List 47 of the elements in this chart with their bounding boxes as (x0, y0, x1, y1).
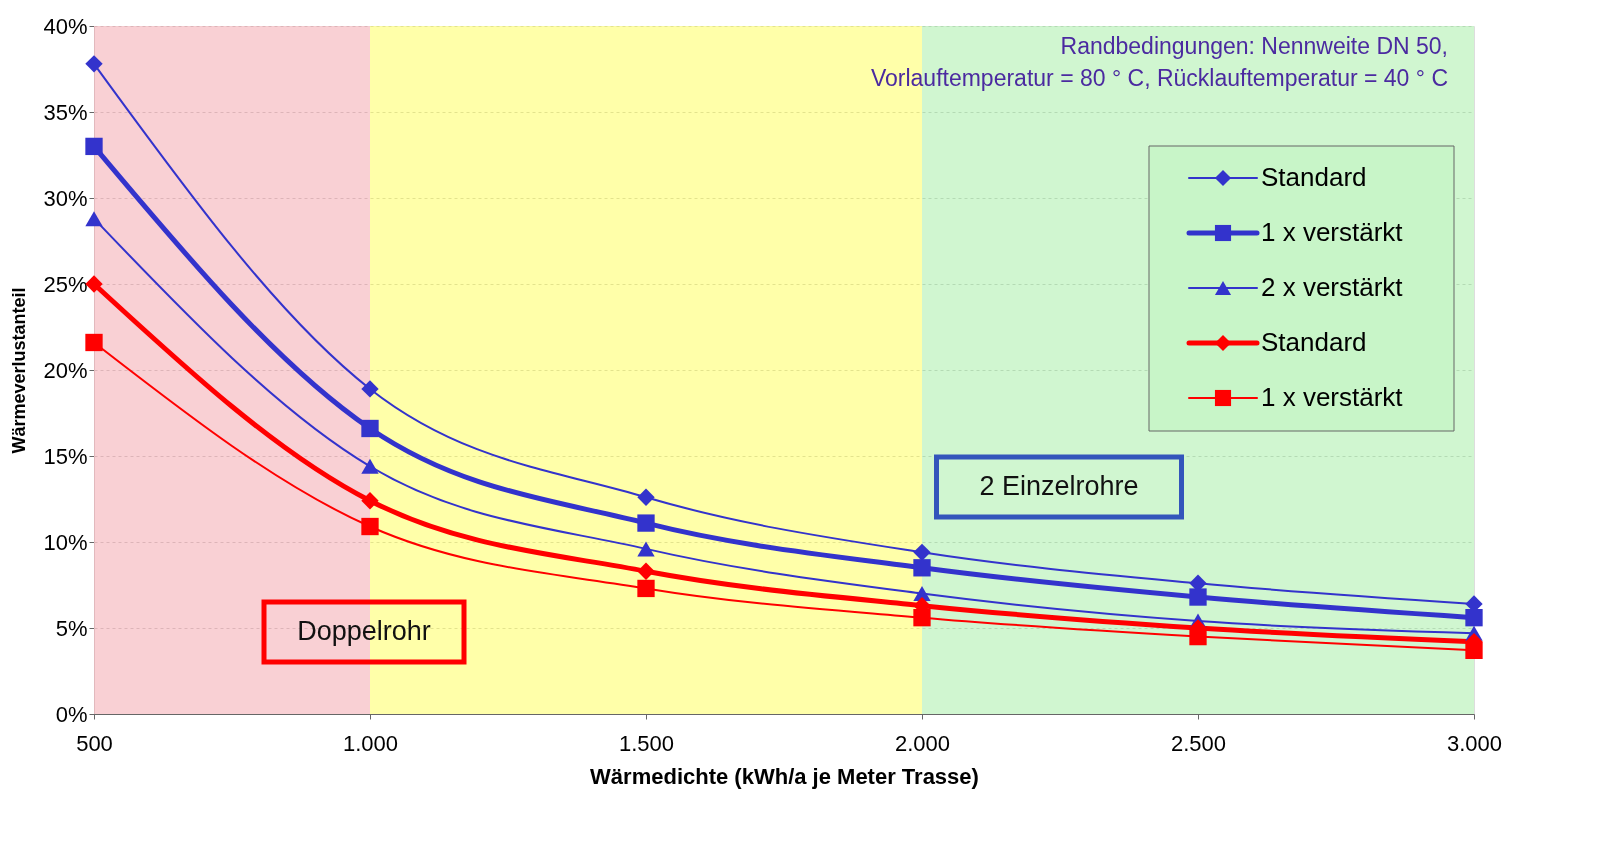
legend-label: Standard (1261, 162, 1367, 192)
point (913, 609, 931, 627)
x-tick-label: 500 (76, 730, 113, 756)
y-tick-label: 30% (43, 185, 88, 211)
point (637, 514, 655, 532)
annotation: Doppelrohr (297, 616, 431, 646)
point (85, 275, 103, 293)
point (85, 333, 103, 352)
annotation: 2 Einzelrohre (979, 471, 1139, 501)
annotation: Randbedingungen: Nennweite DN 50, Vorlauftemperatur = 80 ° C, Rücklauftemperatur = 40 ° C (870, 33, 1448, 91)
x-tick-label: 1.500 (618, 730, 675, 756)
x-axis-title: Wärmedichte (kWh/a je Meter Trasse) (590, 763, 979, 789)
legend-label: 2 x verstärkt (1261, 272, 1404, 302)
legend-label: 1 x verstärkt (1261, 217, 1404, 247)
point (361, 419, 379, 438)
x-tick-label: 1.000 (342, 730, 399, 756)
y-tick-label: 40% (43, 13, 88, 39)
legend-label: 1 x verstärkt (1261, 382, 1404, 412)
point (637, 541, 655, 557)
point (637, 488, 655, 506)
x-tick-label: 2.500 (1170, 730, 1227, 756)
point (85, 137, 103, 156)
point (1189, 627, 1207, 646)
point (637, 579, 655, 598)
y-tick-label: 5% (55, 615, 88, 641)
point (361, 517, 379, 536)
y-tick-label: 20% (43, 357, 88, 383)
y-tick-label: 35% (43, 99, 88, 125)
x-tick-label: 3.000 (1446, 730, 1503, 756)
y-tick-label: 15% (43, 443, 88, 469)
x-tick-label: 2.000 (894, 730, 951, 756)
point (361, 380, 379, 398)
legend-label: Standard (1261, 327, 1367, 357)
y-tick-label: 10% (43, 529, 88, 555)
y-axis-title: Wärmeverlustanteil (9, 287, 30, 454)
point (361, 458, 379, 474)
point (361, 492, 379, 510)
point (913, 543, 931, 561)
point (1189, 588, 1207, 606)
y-tick-label: 0% (55, 701, 88, 727)
point (85, 55, 103, 73)
point (1465, 641, 1483, 660)
y-tick-label: 25% (43, 271, 88, 297)
point (85, 211, 103, 227)
point (913, 559, 931, 577)
point (637, 562, 655, 580)
point (1465, 609, 1483, 627)
